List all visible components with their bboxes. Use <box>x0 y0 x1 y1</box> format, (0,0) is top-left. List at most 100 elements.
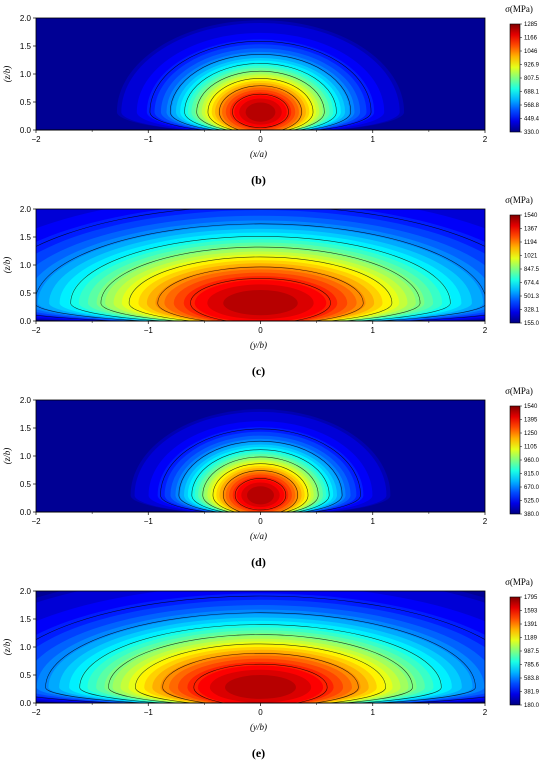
x-tick-label: 2 <box>483 517 488 526</box>
contour-line <box>108 634 413 703</box>
y-tick-label: 0.5 <box>20 671 32 680</box>
colorbar-tick-label: 785.6 <box>524 663 540 669</box>
contour-line <box>178 440 343 512</box>
panel-label: (e) <box>252 746 265 760</box>
x-tick-label: 0 <box>258 708 263 717</box>
y-tick-label: 1.5 <box>20 615 32 624</box>
colorbar-tick-label: 1593 <box>524 609 538 615</box>
y-tick-label: 1.5 <box>20 233 32 242</box>
panel-label: (d) <box>251 555 266 569</box>
x-axis-label: (x/a) <box>250 149 267 159</box>
colorbar-tick-label: 1250 <box>524 431 538 437</box>
x-tick-label: 2 <box>483 135 488 144</box>
colorbar-tick-label: 1105 <box>524 445 538 451</box>
contour-band <box>225 675 296 699</box>
y-axis-label: (z/b) <box>2 257 12 274</box>
colorbar-tick-label: 674.4 <box>524 281 540 287</box>
x-tick-label: −1 <box>144 326 154 335</box>
colorbar-tick-label: 1189 <box>524 636 538 642</box>
colorbar <box>509 23 521 133</box>
colorbar-tick-label: 1166 <box>524 36 538 42</box>
colorbar-tick-label: 501.3 <box>524 294 540 300</box>
y-tick-label: 2.0 <box>20 587 32 596</box>
x-tick-label: 0 <box>258 326 263 335</box>
y-axis-label: (z/b) <box>2 66 12 83</box>
colorbar-tick-label: 1395 <box>524 418 538 424</box>
x-axis-label: (x/a) <box>250 531 267 541</box>
y-tick-label: 1.5 <box>20 424 32 433</box>
chart-panel-1: −2 −1 0 1 2 0.0 0.5 1.0 1.5 2.0 (y/b) (z/b) (c) σ(MPa… <box>2 195 540 378</box>
contour-line <box>135 643 386 703</box>
x-tick-label: −1 <box>144 517 154 526</box>
contour-line <box>232 93 289 128</box>
x-tick-label: 1 <box>371 326 376 335</box>
colorbar-tick-label: 815.0 <box>524 472 540 478</box>
contour-band <box>223 290 298 316</box>
contour-line <box>190 278 331 321</box>
colorbar-tick-label: 381.9 <box>524 690 540 696</box>
stress-field <box>130 409 391 512</box>
colorbar-tick-label: 847.5 <box>524 267 540 273</box>
x-tick-label: −2 <box>31 517 41 526</box>
y-tick-label: 1.0 <box>20 643 32 652</box>
y-tick-label: 0.5 <box>20 98 32 107</box>
y-tick-label: 1.5 <box>20 42 32 51</box>
stress-field <box>36 209 485 321</box>
colorbar-tick-label: 328.1 <box>524 308 540 314</box>
stress-field <box>36 591 485 703</box>
stress-field <box>116 20 405 130</box>
colorbar-title: σ(MPa) <box>505 386 533 396</box>
x-tick-label: −1 <box>144 708 154 717</box>
colorbar-tick-label: 960.0 <box>524 458 540 464</box>
y-tick-label: 1.0 <box>20 261 32 270</box>
x-tick-label: −2 <box>31 326 41 335</box>
y-tick-label: 2.0 <box>20 14 32 23</box>
colorbar-tick-label: 1367 <box>524 227 538 233</box>
contour-line <box>45 612 476 703</box>
x-tick-label: −1 <box>144 135 154 144</box>
y-tick-label: 1.0 <box>20 452 32 461</box>
x-axis-label: (y/b) <box>250 340 267 350</box>
contour-line <box>36 209 485 321</box>
colorbar-title: σ(MPa) <box>505 195 533 205</box>
colorbar-title: σ(MPa) <box>505 4 533 14</box>
colorbar-tick-label: 688.1 <box>524 90 540 96</box>
x-tick-label: 2 <box>483 708 488 717</box>
x-tick-label: 2 <box>483 326 488 335</box>
x-tick-label: 1 <box>371 135 376 144</box>
colorbar-tick-label: 1391 <box>524 622 538 628</box>
colorbar-tick-label: 180.0 <box>524 703 540 709</box>
y-tick-label: 0.0 <box>20 699 32 708</box>
colorbar-tick-label: 568.8 <box>524 103 540 109</box>
x-tick-label: 0 <box>258 135 263 144</box>
contour-band <box>247 486 274 505</box>
colorbar-tick-label: 987.5 <box>524 649 540 655</box>
colorbar-tick-label: 1046 <box>524 49 538 55</box>
y-tick-label: 2.0 <box>20 205 32 214</box>
contour-line <box>234 478 287 511</box>
y-tick-label: 0.5 <box>20 289 32 298</box>
contour-line <box>162 653 359 703</box>
colorbar-tick-label: 807.5 <box>524 76 540 82</box>
colorbar-tick-label: 1795 <box>524 595 538 601</box>
colorbar-tick-label: 670.0 <box>524 485 540 491</box>
colorbar-tick-label: 1540 <box>524 213 538 219</box>
contour-line <box>160 428 361 512</box>
colorbar-tick-label: 330.0 <box>524 130 540 136</box>
colorbar <box>509 405 521 515</box>
x-tick-label: 1 <box>371 708 376 717</box>
chart-panel-3: −2 −1 0 1 2 0.0 0.5 1.0 1.5 2.0 (y/b) (z/b) (e) σ(MPa… <box>2 577 540 760</box>
y-tick-label: 1.0 <box>20 70 32 79</box>
colorbar-tick-label: 449.4 <box>524 117 540 123</box>
x-tick-label: 1 <box>371 517 376 526</box>
y-tick-label: 0.0 <box>20 317 32 326</box>
colorbar-tick-label: 1194 <box>524 240 538 246</box>
y-axis-label: (z/b) <box>2 448 12 465</box>
colorbar-tick-label: 1540 <box>524 404 538 410</box>
panel-label: (c) <box>252 364 265 378</box>
panel-label: (b) <box>251 173 266 187</box>
contour-line <box>36 595 485 703</box>
colorbar-tick-label: 525.0 <box>524 499 540 505</box>
colorbar-tick-label: 155.0 <box>524 321 540 327</box>
